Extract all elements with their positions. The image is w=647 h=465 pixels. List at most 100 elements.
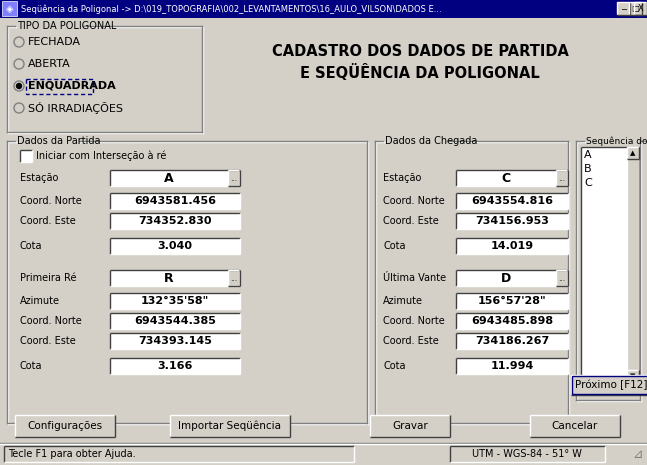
Text: Estação: Estação [20, 173, 58, 183]
Text: 734393.145: 734393.145 [138, 336, 212, 346]
Circle shape [14, 103, 24, 113]
Text: Coord. Este: Coord. Este [383, 336, 439, 346]
Text: Cota: Cota [20, 361, 43, 371]
Text: ...: ... [558, 173, 565, 182]
Text: Estação: Estação [383, 173, 421, 183]
Text: Sequência dos Pts da Poligonal: Sequência dos Pts da Poligonal [586, 136, 647, 146]
Text: ENQUADRADA: ENQUADRADA [28, 81, 116, 91]
Bar [15, 415, 115, 437]
Bar [110, 358, 240, 374]
Bar [456, 313, 568, 329]
Bar [110, 213, 240, 229]
Text: Importar Seqüência: Importar Seqüência [179, 421, 281, 431]
Bar [530, 415, 620, 437]
Text: 6943544.385: 6943544.385 [134, 316, 216, 326]
Text: ◈: ◈ [6, 4, 13, 14]
Bar [456, 238, 568, 254]
Text: Iniciar com Interseção à ré: Iniciar com Interseção à ré [36, 151, 166, 161]
Text: CADASTRO DOS DADOS DE PARTIDA: CADASTRO DOS DADOS DE PARTIDA [272, 45, 569, 60]
Bar [556, 270, 568, 286]
Text: Coord. Este: Coord. Este [383, 216, 439, 226]
Text: Coord. Este: Coord. Este [20, 216, 76, 226]
Text: 734186.267: 734186.267 [475, 336, 549, 346]
Text: ─: ─ [621, 4, 626, 13]
Bar [617, 2, 630, 15]
Text: Seqüência da Poligonal -> D:\019_TOPOGRAFIA\002_LEVANTAMENTOS\16_AULO_VILSON\DAD: Seqüência da Poligonal -> D:\019_TOPOGRA… [21, 4, 442, 14]
Text: A: A [584, 150, 591, 160]
Text: X: X [638, 4, 643, 13]
Text: Coord. Norte: Coord. Norte [383, 316, 444, 326]
Text: ▲: ▲ [630, 150, 636, 156]
Text: Configurações: Configurações [27, 421, 103, 431]
Bar [627, 370, 639, 382]
Text: Azimute: Azimute [20, 296, 60, 306]
Text: Gravar: Gravar [392, 421, 428, 431]
Bar [110, 193, 240, 209]
Bar [571, 375, 647, 395]
Text: 734156.953: 734156.953 [475, 216, 549, 226]
Bar [556, 170, 568, 186]
Circle shape [17, 84, 21, 88]
Text: Cota: Cota [20, 241, 43, 251]
Text: C: C [584, 178, 592, 188]
Text: C: C [501, 172, 510, 185]
Text: ...: ... [558, 273, 565, 283]
Text: Coord. Norte: Coord. Norte [383, 196, 444, 206]
Text: FECHADA: FECHADA [28, 37, 81, 47]
Text: 156°57'28": 156°57'28" [477, 296, 546, 306]
Text: 6943485.898: 6943485.898 [471, 316, 553, 326]
Bar [634, 2, 647, 15]
Bar [627, 147, 639, 382]
Bar [456, 213, 568, 229]
Bar [110, 293, 240, 309]
Text: 6943581.456: 6943581.456 [134, 196, 216, 206]
Text: Última Vante: Última Vante [383, 273, 446, 283]
Bar [456, 270, 568, 286]
Text: 14.019: 14.019 [490, 241, 534, 251]
Text: E SEQÜÊNCIA DA POLIGONAL: E SEQÜÊNCIA DA POLIGONAL [300, 64, 540, 80]
Text: ▼: ▼ [630, 373, 636, 379]
Bar [456, 170, 568, 186]
Bar [456, 358, 568, 374]
Bar [629, 2, 642, 15]
Bar [627, 147, 639, 159]
Text: D: D [501, 272, 511, 285]
Bar [0, 0, 647, 18]
Text: Coord. Este: Coord. Este [20, 336, 76, 346]
Bar [450, 446, 605, 462]
Bar [456, 193, 568, 209]
Circle shape [14, 37, 24, 47]
Text: UTM - WGS-84 - 51° W: UTM - WGS-84 - 51° W [472, 449, 582, 459]
Text: ⊿: ⊿ [633, 447, 643, 460]
Bar [228, 270, 240, 286]
Text: Primeira Ré: Primeira Ré [20, 273, 76, 283]
Bar [110, 170, 240, 186]
Bar [228, 170, 240, 186]
Bar [456, 293, 568, 309]
Text: ...: ... [230, 173, 237, 182]
Text: Azimute: Azimute [383, 296, 423, 306]
Bar [4, 446, 354, 462]
Bar [26, 79, 93, 94]
Text: Dados da Partida: Dados da Partida [17, 136, 100, 146]
Text: Cota: Cota [383, 241, 406, 251]
Text: B: B [584, 164, 591, 174]
Text: A: A [164, 172, 174, 185]
Bar [110, 238, 240, 254]
Circle shape [14, 81, 24, 91]
Bar [456, 333, 568, 349]
Bar [20, 150, 32, 162]
Text: Coord. Norte: Coord. Norte [20, 196, 82, 206]
Bar [110, 270, 240, 286]
Text: 3.166: 3.166 [157, 361, 193, 371]
Text: □: □ [631, 4, 639, 13]
Bar [572, 376, 647, 394]
Bar [110, 313, 240, 329]
Text: R: R [164, 272, 174, 285]
Text: Próximo [F12]: Próximo [F12] [575, 380, 647, 390]
Bar [581, 147, 627, 382]
Bar [2, 1, 17, 16]
Text: Cancelar: Cancelar [552, 421, 598, 431]
Bar [110, 333, 240, 349]
Circle shape [14, 59, 24, 69]
